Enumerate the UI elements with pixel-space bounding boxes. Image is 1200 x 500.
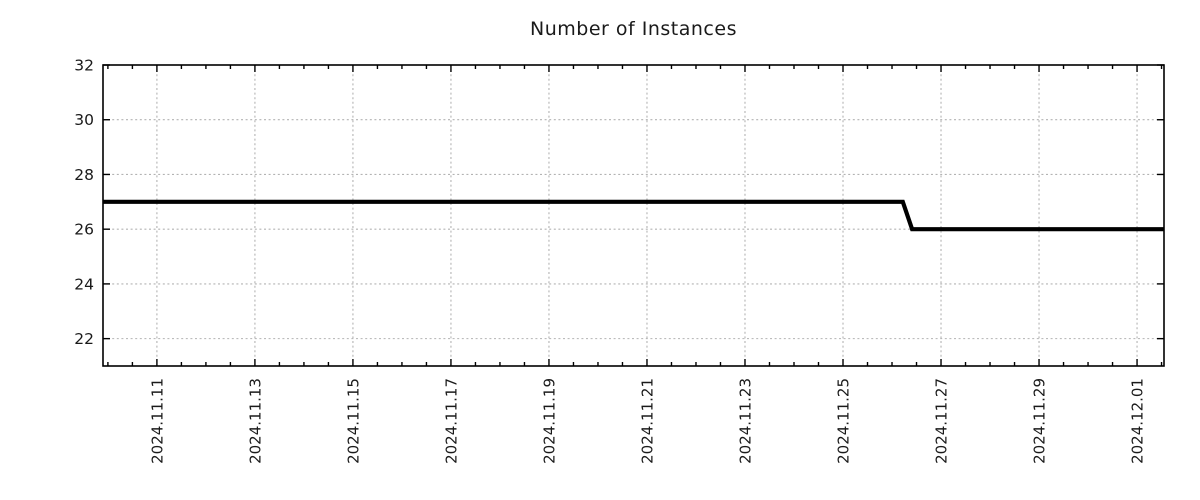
series-line	[103, 199, 1164, 232]
chart-title: Number of Instances	[530, 18, 737, 40]
x-tick-label: 2024.11.25	[835, 378, 853, 464]
x-tick-label: 2024.11.19	[540, 378, 558, 464]
y-tick-label: 28	[74, 166, 94, 184]
x-tick-label: 2024.11.27	[933, 378, 951, 464]
x-tick-label: 2024.11.23	[736, 378, 754, 464]
y-tick-label: 30	[74, 111, 94, 129]
x-tick-label: 2024.12.01	[1129, 378, 1147, 464]
y-tick-label: 22	[74, 330, 94, 348]
plot-border	[102, 64, 1165, 367]
x-tick-label: 2024.11.17	[442, 378, 460, 464]
y-tick-label: 24	[74, 275, 94, 293]
x-tick-label: 2024.11.15	[344, 378, 362, 464]
x-tick-label: 2024.11.13	[246, 378, 264, 464]
x-tick-label: 2024.11.11	[148, 378, 166, 464]
y-tick-label: 32	[74, 57, 94, 75]
x-tick-label: 2024.11.21	[638, 378, 656, 464]
x-tick-label: 2024.11.29	[1031, 378, 1049, 464]
y-tick-label: 26	[74, 221, 94, 239]
